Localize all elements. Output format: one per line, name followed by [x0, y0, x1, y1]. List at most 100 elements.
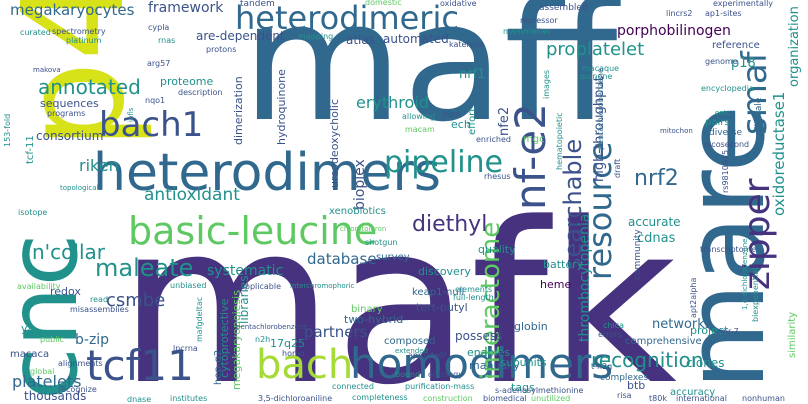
- word-s-adenosylmethionine: s-adenosylmethionine: [495, 386, 584, 395]
- word-consortium: consortium: [36, 129, 104, 143]
- word-mir-7: mir-7: [718, 327, 739, 336]
- word-enriched: enriched: [476, 135, 511, 144]
- word-bioplex: bioplex: [352, 159, 368, 210]
- word-macam: macam: [405, 125, 435, 134]
- word-oxidative: oxidative: [440, 0, 477, 8]
- word-domestic: domestic: [365, 0, 402, 7]
- word-availability: availability: [17, 282, 61, 291]
- word-unutilized: unutilized: [531, 394, 571, 403]
- word-megakaryocytes: megakaryocytes: [10, 1, 135, 19]
- word-ncollar: n'collar: [32, 240, 105, 264]
- word-riken: riken: [79, 156, 119, 175]
- word-hematopoietic: hematopoietic: [555, 112, 564, 170]
- word-subunits: subunits: [500, 356, 547, 369]
- word-nrf2: nrf2: [634, 166, 679, 191]
- word-recognition: recognition: [591, 348, 704, 372]
- word-apmafg6f: apmafg6f: [408, 351, 447, 360]
- word-platinum: platinum: [66, 36, 102, 45]
- word-picosecond: picosecond: [704, 140, 750, 149]
- word-applicable: applicable: [240, 282, 282, 291]
- word-ech: ech: [451, 118, 471, 131]
- word-nf-e2: nf-e2: [506, 103, 555, 210]
- word-ursodeoxycholic: ursodeoxycholic: [328, 98, 341, 188]
- word-project: project: [690, 324, 729, 337]
- word-interchromophoric: interchromophoric: [290, 282, 355, 290]
- word-manually: manually: [469, 359, 520, 372]
- word-bound: bound: [395, 370, 421, 379]
- word-diverse: diverse: [709, 128, 743, 138]
- word-btb: btb: [627, 379, 646, 392]
- word-complexes: complexes: [600, 373, 649, 383]
- word-mapping: mapping: [298, 32, 334, 41]
- word-mgc: mgc: [523, 134, 545, 145]
- word-errors: errors: [598, 330, 622, 339]
- word-nqo1: nqo1: [145, 96, 166, 105]
- word-t-n2g: t-n2g: [591, 362, 613, 371]
- word-biomedical: biomedical: [483, 394, 527, 403]
- word-xenobiotics: xenobiotics: [329, 206, 386, 217]
- word-recognize: recognize: [58, 385, 97, 394]
- word-alignments: alignments: [58, 359, 103, 368]
- word-mafk: mafk: [118, 176, 678, 404]
- word-draft: draft: [613, 158, 622, 178]
- word-lncrna: lncrna: [173, 344, 198, 353]
- word-35-dichloroaniline: 3,5-dichloroaniline: [258, 394, 333, 403]
- word-cypla: cypla: [148, 23, 170, 32]
- word-rnas: rnas: [158, 36, 176, 45]
- word-experimentally: experimentally: [713, 0, 774, 8]
- word-full-length: full-length: [453, 293, 494, 302]
- word-mitochon: mitochon: [660, 127, 693, 135]
- word-comprehensive: comprehensive: [625, 336, 702, 347]
- word-automated: automated: [383, 32, 449, 46]
- word-discovery: discovery: [418, 265, 471, 278]
- word-global: global: [30, 367, 55, 376]
- word-nonhuman: nonhuman: [742, 394, 785, 403]
- word-macaca: macaca: [10, 349, 50, 360]
- word-connected: connected: [332, 382, 374, 391]
- word-bach: bach: [256, 342, 354, 388]
- word-14-dichlorobenzene: 1,4-dichlorobenzene: [741, 238, 749, 310]
- word-biexponential: biexponential: [751, 267, 760, 322]
- word-kateryna: kateryna: [449, 40, 485, 49]
- word-genome: genome: [705, 57, 738, 66]
- word-shotgun: shotgun: [365, 238, 398, 247]
- word-keap1-null: keap1-null: [412, 287, 465, 298]
- word-tandem: tandem: [240, 0, 275, 9]
- word-rhesus: rhesus: [484, 172, 511, 181]
- word-completeness: completeness: [352, 393, 408, 402]
- word-ya: ya: [21, 322, 35, 335]
- word-accurate: accurate: [628, 215, 681, 229]
- word-description: description: [178, 88, 223, 97]
- word-dnase: dnase: [127, 395, 152, 404]
- word-maff: maff: [242, 0, 618, 158]
- word-isotope: isotope: [18, 208, 48, 217]
- word-clones: clones: [686, 356, 725, 370]
- word-oxidoreductase1: oxidoreductase1: [770, 91, 788, 216]
- word-maleate: maleate: [95, 254, 194, 282]
- word-heterodimers: heterodimers: [93, 143, 441, 203]
- word-database: database: [307, 250, 377, 268]
- word-infls: infls: [127, 107, 135, 122]
- word-construction: construction: [423, 394, 473, 403]
- word-heme: heme: [540, 278, 572, 291]
- word-sequences: sequences: [40, 97, 99, 110]
- word-institutes: institutes: [170, 394, 208, 403]
- word-organization: organization: [787, 6, 802, 87]
- word-lincrs2: lincrs2: [666, 9, 693, 18]
- word-ap1-sites: ap1-sites: [705, 9, 742, 18]
- word-nfe2: nfe2: [497, 106, 512, 136]
- word-hlpn: hlpn: [443, 110, 461, 119]
- word-pairs: pairs: [705, 117, 730, 128]
- word-hep-g2: hep-g2: [213, 349, 224, 385]
- word-proteome: proteome: [160, 75, 214, 88]
- word-heterodimeric: heterodimeric: [235, 0, 459, 37]
- word-binary: binary: [351, 304, 383, 315]
- word-chlorotoluron: chlorotoluron: [340, 225, 387, 233]
- word-purification-mass: purification-mass: [405, 382, 475, 391]
- word-quality: quality: [478, 243, 516, 256]
- word-encyclopedia: encyclopedia: [701, 84, 754, 93]
- word-redox: redox: [50, 285, 81, 298]
- word-tcf11: tcf11: [86, 341, 194, 390]
- word-nrf1: nrf1: [459, 67, 486, 82]
